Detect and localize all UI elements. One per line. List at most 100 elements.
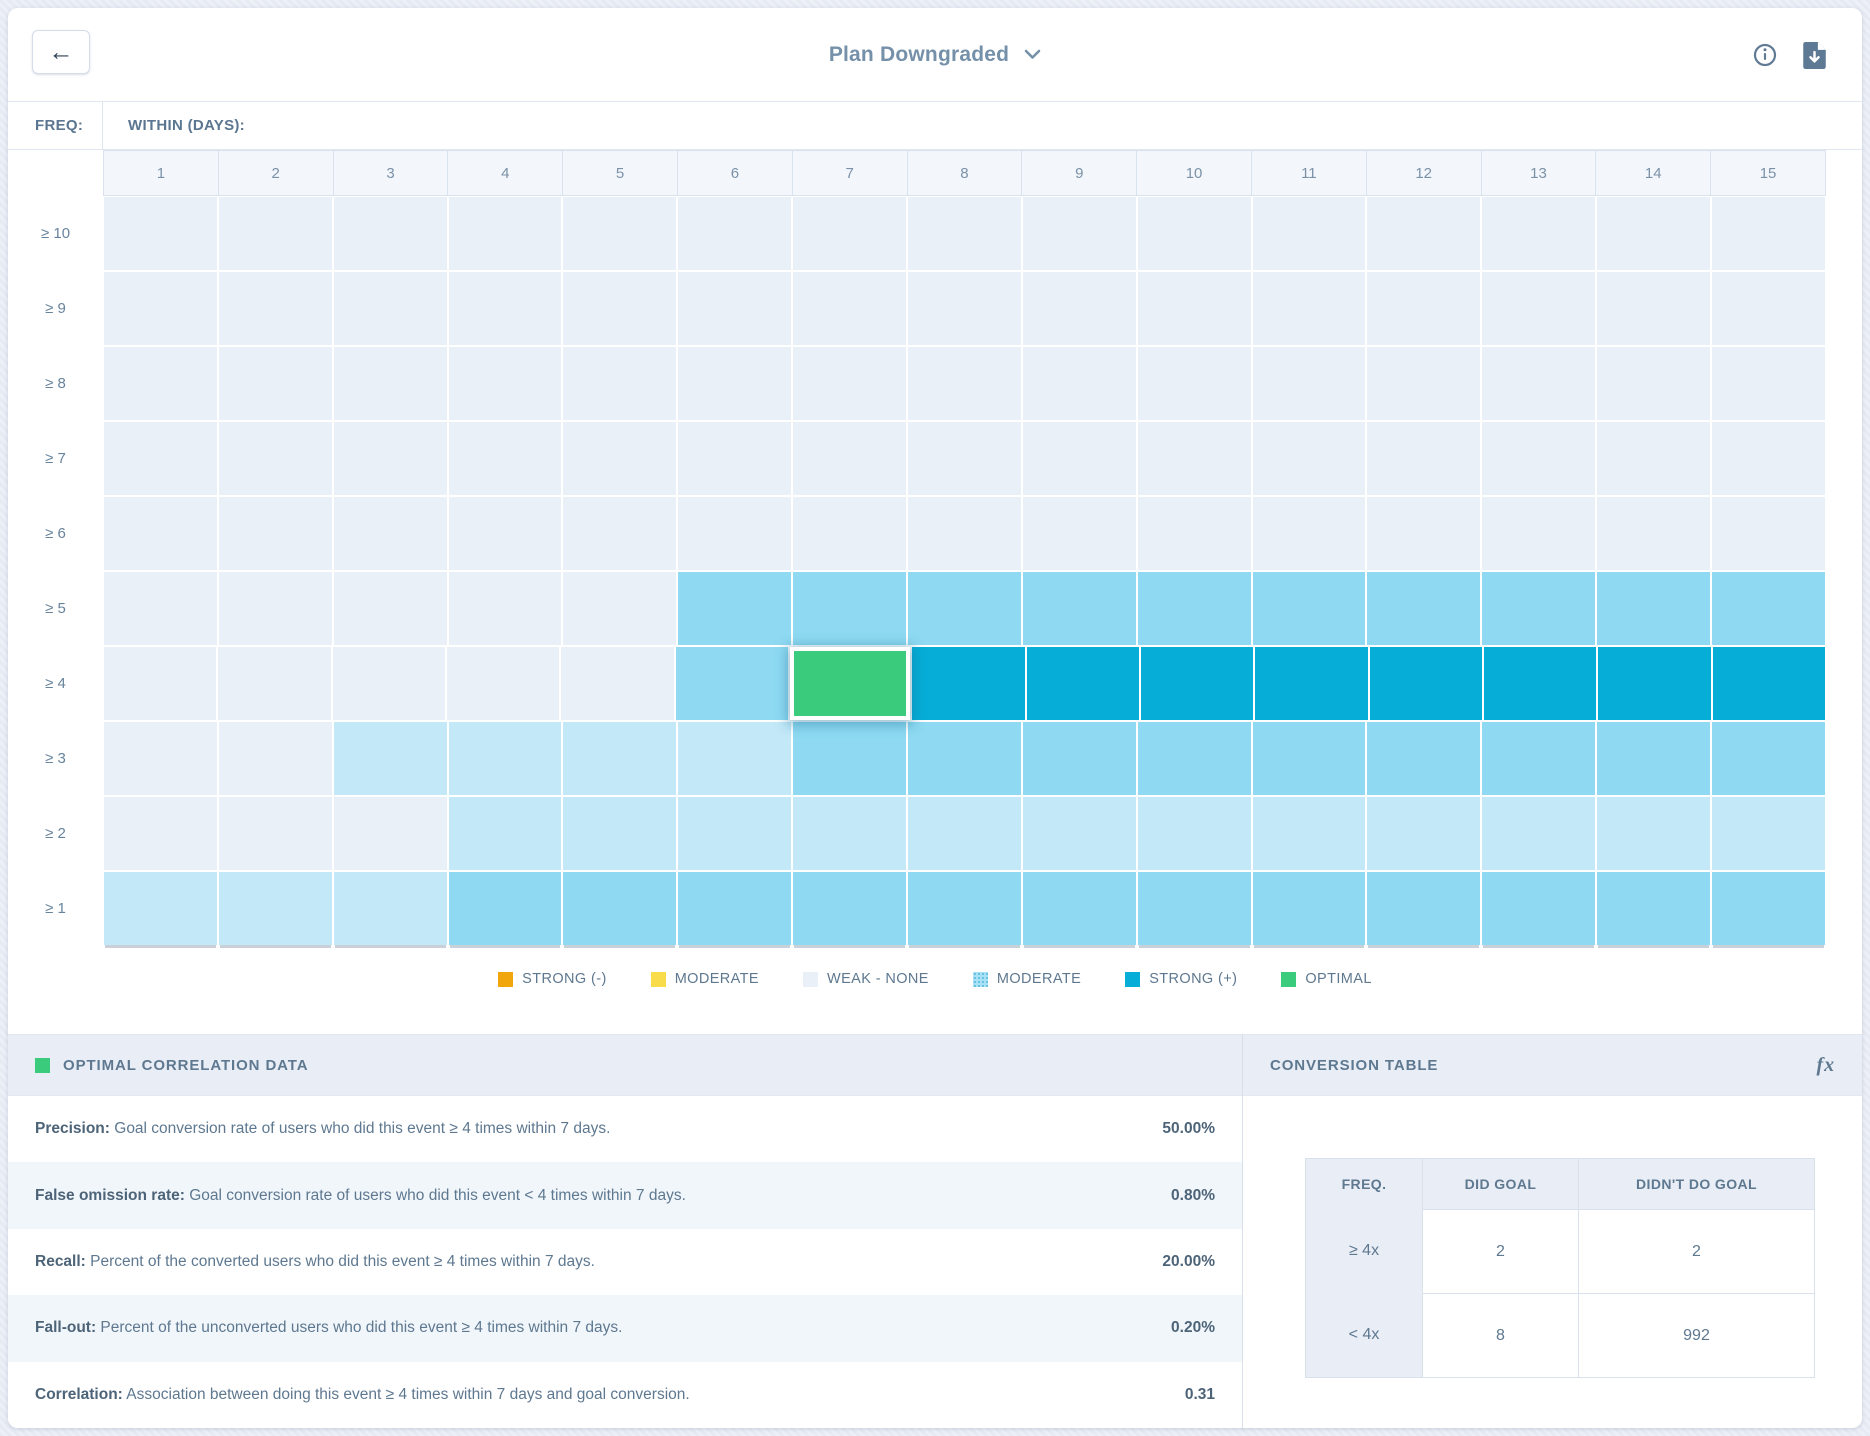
heatmap-cell[interactable] [218, 272, 332, 345]
heatmap-cell[interactable] [104, 197, 217, 270]
heatmap-cell[interactable] [678, 872, 792, 945]
heatmap-cell[interactable] [793, 572, 907, 645]
heatmap-cell[interactable] [1597, 872, 1711, 945]
heatmap-cell[interactable] [1026, 647, 1139, 720]
heatmap-cell[interactable] [1597, 572, 1711, 645]
heatmap-cell[interactable] [104, 647, 217, 720]
heatmap-cell[interactable] [1252, 272, 1366, 345]
heatmap-cell[interactable] [563, 272, 677, 345]
heatmap-cell[interactable] [1137, 422, 1251, 495]
heatmap-cell[interactable] [446, 647, 560, 720]
heatmap-cell[interactable] [675, 647, 788, 720]
heatmap-cell[interactable] [908, 497, 1021, 570]
heatmap-cell[interactable] [1022, 422, 1136, 495]
heatmap-cell[interactable] [448, 272, 562, 345]
heatmap-cell[interactable] [218, 422, 332, 495]
heatmap-cell[interactable] [1137, 347, 1251, 420]
heatmap-cell[interactable] [1140, 647, 1254, 720]
heatmap-cell[interactable] [333, 347, 447, 420]
heatmap-cell[interactable] [1022, 497, 1136, 570]
heatmap-cell[interactable] [1367, 872, 1481, 945]
heatmap-cell[interactable] [678, 347, 792, 420]
heatmap-cell[interactable] [448, 797, 562, 870]
heatmap-cell[interactable] [1367, 497, 1481, 570]
heatmap-cell[interactable] [104, 422, 217, 495]
heatmap-cell[interactable] [218, 572, 332, 645]
heatmap-cell[interactable] [104, 722, 217, 795]
heatmap-cell[interactable] [912, 647, 1025, 720]
heatmap-cell[interactable] [1598, 647, 1711, 720]
heatmap-cell[interactable] [104, 797, 217, 870]
heatmap-cell[interactable] [563, 722, 677, 795]
heatmap-cell[interactable] [1367, 797, 1481, 870]
heatmap-cell[interactable] [1022, 197, 1136, 270]
heatmap-cell[interactable] [1712, 572, 1825, 645]
heatmap-cell[interactable] [1252, 572, 1366, 645]
heatmap-cell[interactable] [793, 197, 907, 270]
heatmap-cell[interactable] [908, 197, 1021, 270]
heatmap-cell[interactable] [1252, 797, 1366, 870]
heatmap-cell[interactable] [1712, 497, 1825, 570]
heatmap-cell[interactable] [908, 722, 1021, 795]
heatmap-cell[interactable] [448, 722, 562, 795]
heatmap-cell[interactable] [1712, 347, 1825, 420]
heatmap-cell[interactable] [332, 647, 445, 720]
heatmap-cell[interactable] [1252, 872, 1366, 945]
heatmap-cell[interactable] [1712, 797, 1825, 870]
heatmap-cell[interactable] [1022, 272, 1136, 345]
heatmap-cell[interactable] [448, 572, 562, 645]
heatmap-cell[interactable] [448, 497, 562, 570]
heatmap-cell[interactable] [1367, 722, 1481, 795]
heatmap-cell[interactable] [448, 197, 562, 270]
heatmap-cell[interactable] [563, 347, 677, 420]
heatmap-cell[interactable] [1255, 647, 1368, 720]
heatmap-cell[interactable] [1482, 722, 1596, 795]
heatmap-cell-optimal[interactable] [789, 647, 911, 720]
heatmap-cell[interactable] [218, 197, 332, 270]
heatmap-cell[interactable] [218, 872, 332, 945]
heatmap-cell[interactable] [1712, 272, 1825, 345]
heatmap-cell[interactable] [1712, 872, 1825, 945]
heatmap-cell[interactable] [1367, 197, 1481, 270]
heatmap-cell[interactable] [218, 347, 332, 420]
heatmap-cell[interactable] [1482, 572, 1596, 645]
heatmap-cell[interactable] [448, 872, 562, 945]
heatmap-cell[interactable] [1597, 497, 1711, 570]
heatmap-cell[interactable] [1022, 572, 1136, 645]
heatmap-cell[interactable] [1712, 197, 1825, 270]
heatmap-cell[interactable] [793, 422, 907, 495]
heatmap-cell[interactable] [333, 572, 447, 645]
heatmap-cell[interactable] [1022, 347, 1136, 420]
download-icon[interactable] [1803, 41, 1826, 69]
heatmap-cell[interactable] [678, 422, 792, 495]
heatmap-cell[interactable] [1483, 647, 1597, 720]
heatmap-cell[interactable] [793, 722, 907, 795]
heatmap-cell[interactable] [1137, 872, 1251, 945]
heatmap-cell[interactable] [908, 797, 1021, 870]
heatmap-cell[interactable] [678, 722, 792, 795]
heatmap-cell[interactable] [1252, 497, 1366, 570]
heatmap-cell[interactable] [1482, 497, 1596, 570]
heatmap-cell[interactable] [793, 272, 907, 345]
heatmap-cell[interactable] [333, 422, 447, 495]
heatmap-cell[interactable] [563, 797, 677, 870]
heatmap-cell[interactable] [793, 347, 907, 420]
heatmap-cell[interactable] [333, 272, 447, 345]
formula-fx-icon[interactable]: fx [1816, 1053, 1835, 1076]
heatmap-cell[interactable] [1482, 872, 1596, 945]
heatmap-cell[interactable] [678, 497, 792, 570]
heatmap-cell[interactable] [1022, 872, 1136, 945]
heatmap-cell[interactable] [1482, 197, 1596, 270]
heatmap-cell[interactable] [1252, 197, 1366, 270]
heatmap-cell[interactable] [448, 347, 562, 420]
heatmap-cell[interactable] [104, 497, 217, 570]
heatmap-cell[interactable] [563, 497, 677, 570]
heatmap-cell[interactable] [1252, 422, 1366, 495]
heatmap-cell[interactable] [218, 497, 332, 570]
heatmap-cell[interactable] [1367, 422, 1481, 495]
heatmap-cell[interactable] [1137, 497, 1251, 570]
heatmap-cell[interactable] [1137, 272, 1251, 345]
heatmap-cell[interactable] [1712, 422, 1825, 495]
heatmap-cell[interactable] [1482, 422, 1596, 495]
info-icon[interactable] [1753, 43, 1777, 67]
